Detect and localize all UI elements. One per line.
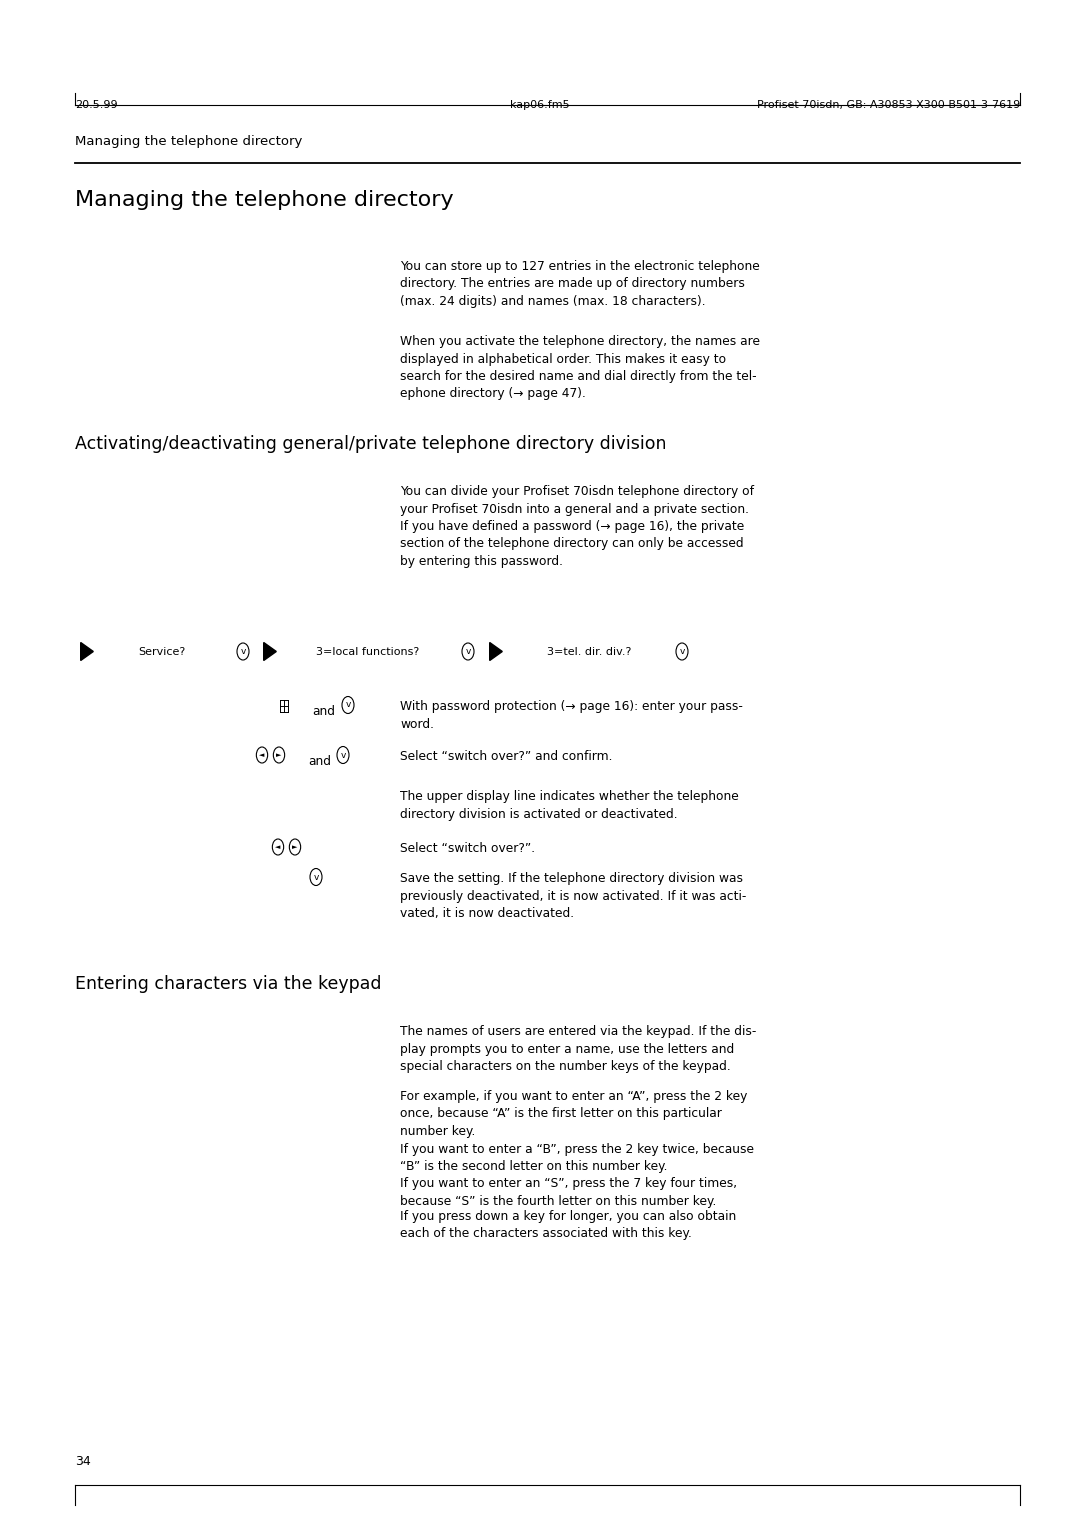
- Text: ►: ►: [293, 843, 298, 850]
- Text: The upper display line indicates whether the telephone
directory division is act: The upper display line indicates whether…: [400, 790, 739, 821]
- Text: You can divide your Profiset 70isdn telephone directory of
your Profiset 70isdn : You can divide your Profiset 70isdn tele…: [400, 484, 754, 568]
- Text: ◄: ◄: [259, 752, 265, 758]
- Text: Activating/deactivating general/private telephone directory division: Activating/deactivating general/private …: [75, 435, 666, 452]
- Text: ►: ►: [276, 752, 282, 758]
- Text: Save the setting. If the telephone directory division was
previously deactivated: Save the setting. If the telephone direc…: [400, 872, 746, 920]
- Text: Service?: Service?: [138, 646, 186, 657]
- Text: 3=local functions?: 3=local functions?: [316, 646, 420, 657]
- Text: kap06.fm5: kap06.fm5: [510, 99, 570, 110]
- Text: v: v: [346, 700, 351, 709]
- Text: 34: 34: [75, 1455, 91, 1468]
- Text: 3=tel. dir. div.?: 3=tel. dir. div.?: [546, 646, 631, 657]
- Text: With password protection (→ page 16): enter your pass-
word.: With password protection (→ page 16): en…: [400, 700, 743, 730]
- Text: and: and: [312, 704, 335, 718]
- Text: v: v: [313, 872, 319, 882]
- Text: Managing the telephone directory: Managing the telephone directory: [75, 189, 454, 209]
- Text: ◄: ◄: [275, 843, 281, 850]
- Text: Select “switch over?”.: Select “switch over?”.: [400, 842, 535, 856]
- Text: Entering characters via the keypad: Entering characters via the keypad: [75, 975, 381, 993]
- Text: and: and: [308, 755, 330, 769]
- Text: v: v: [465, 646, 471, 656]
- Text: Managing the telephone directory: Managing the telephone directory: [75, 134, 302, 148]
- Text: Profiset 70isdn, GB: A30853-X300-B501-3-7619: Profiset 70isdn, GB: A30853-X300-B501-3-…: [757, 99, 1020, 110]
- Text: If you press down a key for longer, you can also obtain
each of the characters a: If you press down a key for longer, you …: [400, 1210, 737, 1241]
- Text: For example, if you want to enter an “A”, press the 2 key
once, because “A” is t: For example, if you want to enter an “A”…: [400, 1089, 754, 1209]
- Text: Select “switch over?” and confirm.: Select “switch over?” and confirm.: [400, 750, 612, 762]
- Text: When you activate the telephone directory, the names are
displayed in alphabetic: When you activate the telephone director…: [400, 335, 760, 400]
- Text: The names of users are entered via the keypad. If the dis-
play prompts you to e: The names of users are entered via the k…: [400, 1025, 756, 1073]
- Text: You can store up to 127 entries in the electronic telephone
directory. The entri: You can store up to 127 entries in the e…: [400, 260, 759, 309]
- Text: v: v: [340, 750, 346, 759]
- Text: 20.5.99: 20.5.99: [75, 99, 118, 110]
- Text: v: v: [241, 646, 245, 656]
- Text: v: v: [679, 646, 685, 656]
